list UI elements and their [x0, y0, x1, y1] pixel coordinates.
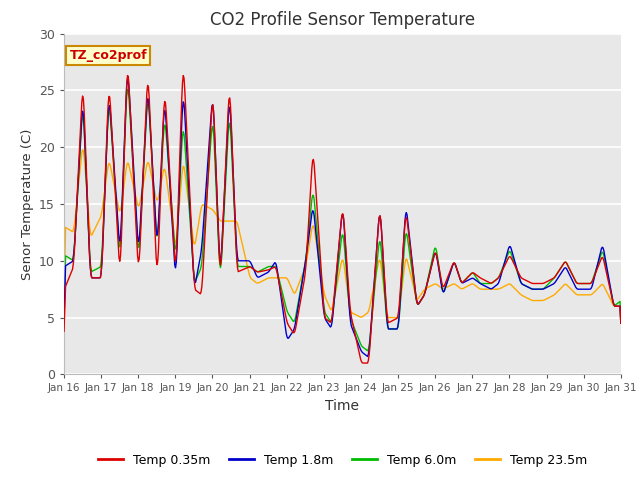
Temp 6.0m	[185, 197, 193, 203]
Temp 23.5m	[185, 201, 193, 206]
Temp 0.35m	[185, 168, 193, 174]
Temp 6.0m	[70, 248, 78, 253]
Temp 23.5m	[214, 215, 222, 221]
Temp 6.0m	[124, 87, 131, 93]
Temp 6.0m	[617, 317, 625, 323]
Temp 1.8m	[364, 354, 371, 360]
Temp 0.35m	[70, 252, 78, 258]
Temp 0.35m	[359, 360, 367, 366]
Temp 1.8m	[428, 262, 436, 267]
Temp 0.35m	[60, 328, 68, 334]
Temp 6.0m	[128, 149, 136, 155]
Temp 1.8m	[124, 76, 131, 82]
Temp 6.0m	[214, 230, 222, 236]
Temp 6.0m	[412, 293, 419, 299]
Temp 0.35m	[412, 291, 419, 297]
Temp 6.0m	[428, 258, 436, 264]
Temp 1.8m	[185, 183, 193, 189]
Temp 6.0m	[364, 348, 371, 354]
Temp 1.8m	[70, 248, 78, 253]
Temp 23.5m	[70, 224, 78, 229]
Temp 23.5m	[128, 177, 136, 183]
Temp 23.5m	[60, 298, 68, 303]
Line: Temp 1.8m: Temp 1.8m	[64, 79, 621, 357]
Y-axis label: Senor Temperature (C): Senor Temperature (C)	[20, 128, 33, 280]
Temp 23.5m	[411, 288, 419, 294]
Temp 0.35m	[617, 321, 625, 326]
Title: CO2 Profile Sensor Temperature: CO2 Profile Sensor Temperature	[210, 11, 475, 29]
Temp 0.35m	[214, 223, 222, 229]
Temp 23.5m	[79, 147, 86, 153]
Temp 0.35m	[124, 72, 131, 78]
Legend: Temp 0.35m, Temp 1.8m, Temp 6.0m, Temp 23.5m: Temp 0.35m, Temp 1.8m, Temp 6.0m, Temp 2…	[93, 449, 592, 472]
Temp 23.5m	[428, 283, 435, 288]
Line: Temp 6.0m: Temp 6.0m	[64, 90, 621, 351]
Temp 1.8m	[128, 140, 136, 145]
Temp 0.35m	[128, 146, 136, 152]
Text: TZ_co2prof: TZ_co2prof	[70, 49, 147, 62]
Line: Temp 0.35m: Temp 0.35m	[64, 75, 621, 363]
Line: Temp 23.5m: Temp 23.5m	[64, 150, 621, 324]
Temp 6.0m	[60, 312, 68, 318]
Temp 1.8m	[412, 290, 419, 296]
X-axis label: Time: Time	[325, 399, 360, 413]
Temp 1.8m	[617, 321, 625, 326]
Temp 23.5m	[617, 321, 625, 326]
Temp 0.35m	[428, 262, 436, 267]
Temp 1.8m	[214, 220, 222, 226]
Temp 1.8m	[60, 317, 68, 323]
